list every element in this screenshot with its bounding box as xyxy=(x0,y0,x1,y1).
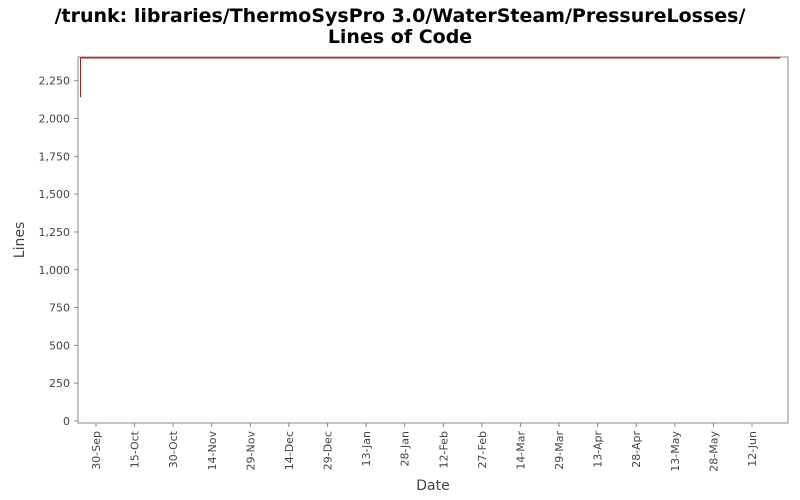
y-tick-label: 1,750 xyxy=(39,150,71,163)
x-tick-label: 28-Jan xyxy=(399,431,412,467)
x-axis-title: Date xyxy=(416,478,449,494)
x-tick-label: 15-Oct xyxy=(129,430,142,468)
y-tick-label: 2,250 xyxy=(39,75,71,88)
x-tick-label: 13-Jan xyxy=(360,431,373,467)
x-tick-label: 29-Nov xyxy=(244,431,257,471)
x-tick-label: 12-Jun xyxy=(746,431,759,467)
plot-area xyxy=(77,56,789,424)
x-tick-label: 28-Apr xyxy=(630,431,643,468)
x-tick-label: 29-Mar xyxy=(553,431,566,470)
x-axis: 30-Sep 15-Oct 30-Oct 14-Nov 29-Nov 14-Dec 29-D… xyxy=(90,423,759,472)
y-tick-label: 0 xyxy=(63,415,70,428)
x-tick-label: 14-Dec xyxy=(283,431,296,470)
x-tick-label: 14-Mar xyxy=(514,431,527,470)
x-tick-label: 13-May xyxy=(669,431,682,472)
x-tick-label: 28-May xyxy=(707,431,720,472)
x-tick-label: 30-Oct xyxy=(167,430,180,468)
y-tick-label: 750 xyxy=(49,302,70,315)
series-group xyxy=(80,57,781,98)
x-tick-label: 14-Nov xyxy=(206,431,219,471)
y-tick-label: 1,000 xyxy=(39,264,71,277)
y-axis-title: Lines xyxy=(12,222,28,258)
x-tick-label: 27-Feb xyxy=(476,431,489,468)
y-tick-label: 1,250 xyxy=(39,226,71,239)
y-tick-label: 500 xyxy=(49,339,70,352)
y-tick-label: 250 xyxy=(49,377,70,390)
y-tick-label: 1,500 xyxy=(39,188,71,201)
x-tick-label: 12-Feb xyxy=(437,431,450,468)
y-tick-label: 2,000 xyxy=(39,113,71,126)
x-tick-label: 30-Sep xyxy=(90,431,103,470)
x-tick-label: 13-Apr xyxy=(592,431,605,468)
x-tick-label: 29-Dec xyxy=(322,431,335,470)
series-line xyxy=(80,57,781,98)
chart-title-line1: /trunk: libraries/ThermoSysPro 3.0/Water… xyxy=(54,5,746,27)
chart-title-line2: Lines of Code xyxy=(327,26,473,48)
y-axis: 0 250 500 750 1,000 1,250 1,500 1,750 2,000 2,250 xyxy=(39,75,78,428)
